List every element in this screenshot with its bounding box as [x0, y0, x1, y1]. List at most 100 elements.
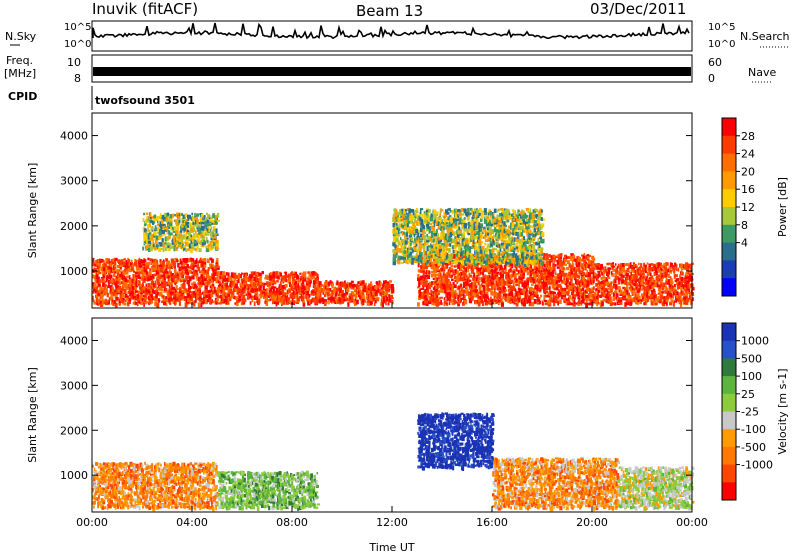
echo-cell	[277, 294, 281, 299]
echo-cell	[576, 274, 580, 279]
echo-cell	[413, 222, 416, 227]
echo-cell	[162, 224, 165, 230]
echo-cell	[210, 231, 213, 237]
echo-cell	[318, 283, 322, 289]
echo-cell	[394, 245, 398, 250]
echo-cell	[286, 297, 290, 300]
echo-cell	[611, 262, 614, 268]
echo-cell	[477, 280, 480, 286]
echo-cell	[515, 298, 520, 301]
echo-cell	[138, 271, 142, 274]
echo-cell	[401, 210, 404, 215]
echo-cell	[361, 289, 365, 295]
echo-cell	[419, 256, 423, 261]
echo-cell	[166, 272, 170, 277]
echo-cell	[538, 267, 540, 271]
echo-cell	[656, 267, 660, 270]
echo-cell	[679, 274, 682, 279]
echo-cell	[423, 217, 426, 221]
echo-cell	[562, 271, 565, 274]
echo-cell	[183, 296, 187, 299]
echo-cell	[480, 262, 483, 268]
echo-cell	[557, 279, 561, 283]
echo-cell	[127, 300, 130, 304]
echo-cell	[644, 276, 649, 282]
echo-cell	[505, 293, 508, 298]
echo-cell	[189, 223, 192, 229]
echo-cell	[141, 301, 144, 304]
echo-cell	[648, 291, 650, 295]
echo-cell	[356, 283, 359, 289]
echo-cell	[258, 277, 262, 282]
echo-cell	[581, 271, 585, 276]
echo-cell	[159, 213, 162, 218]
echo-cell	[171, 226, 174, 230]
echo-cell	[464, 300, 468, 305]
echo-cell	[659, 293, 663, 296]
echo-cell	[678, 281, 682, 286]
echo-cell	[542, 302, 544, 306]
echo-cell	[193, 290, 196, 296]
echo-cell	[169, 287, 172, 292]
echo-cell	[608, 291, 610, 295]
echo-cell	[162, 245, 166, 248]
echo-cell	[425, 250, 428, 255]
echo-cell	[681, 293, 684, 296]
echo-cell	[394, 251, 398, 255]
echo-cell	[199, 276, 203, 282]
echo-cell	[331, 282, 334, 287]
echo-cell	[412, 242, 415, 245]
echo-cell	[582, 291, 585, 297]
echo-cell	[682, 284, 685, 288]
echo-cell	[237, 288, 241, 292]
echo-cell	[682, 285, 685, 289]
echo-cell	[176, 273, 180, 277]
echo-cell	[135, 282, 139, 288]
echo-cell	[209, 241, 212, 246]
echo-cell	[630, 300, 633, 305]
echo-cell	[626, 278, 629, 280]
echo-cell	[522, 288, 526, 291]
echo-cell	[410, 209, 414, 213]
echo-cell	[374, 299, 377, 304]
echo-cell	[572, 254, 576, 259]
freq-unit: [MHz]	[4, 67, 36, 80]
echo-cell	[158, 231, 162, 236]
echo-cell	[426, 236, 429, 241]
echo-cell	[540, 294, 543, 298]
echo-cell	[192, 216, 195, 220]
nsky-trace	[92, 22, 690, 40]
echo-cell	[541, 283, 543, 287]
echo-cell	[157, 223, 160, 226]
echo-cell	[557, 276, 561, 279]
echo-cell	[460, 283, 463, 287]
echo-cell	[348, 282, 353, 287]
echo-cell	[491, 279, 494, 282]
echo-cell	[432, 238, 437, 243]
echo-cell	[95, 298, 98, 303]
echo-cell	[509, 285, 513, 291]
echo-cell	[201, 242, 204, 246]
echo-cell	[630, 271, 632, 276]
freq-tick-bottom: 8	[74, 72, 81, 85]
echo-cell	[592, 290, 594, 294]
echo-cell	[405, 219, 409, 224]
echo-cell	[196, 213, 200, 217]
echo-cell	[203, 215, 206, 219]
echo-cell	[564, 297, 567, 302]
echo-cell	[172, 213, 174, 218]
echo-cell	[419, 245, 421, 249]
echo-cell	[454, 289, 457, 294]
echo-cell	[153, 220, 156, 224]
echo-cell	[592, 298, 595, 302]
echo-cell	[583, 292, 586, 298]
echo-cell	[426, 286, 429, 291]
echo-cell	[615, 293, 619, 298]
echo-cell	[217, 302, 221, 305]
echo-cell	[194, 259, 198, 265]
echo-cell	[558, 253, 561, 257]
echo-cell	[169, 267, 171, 273]
echo-cell	[357, 289, 361, 295]
date-title: 03/Dec/2011	[590, 0, 686, 18]
